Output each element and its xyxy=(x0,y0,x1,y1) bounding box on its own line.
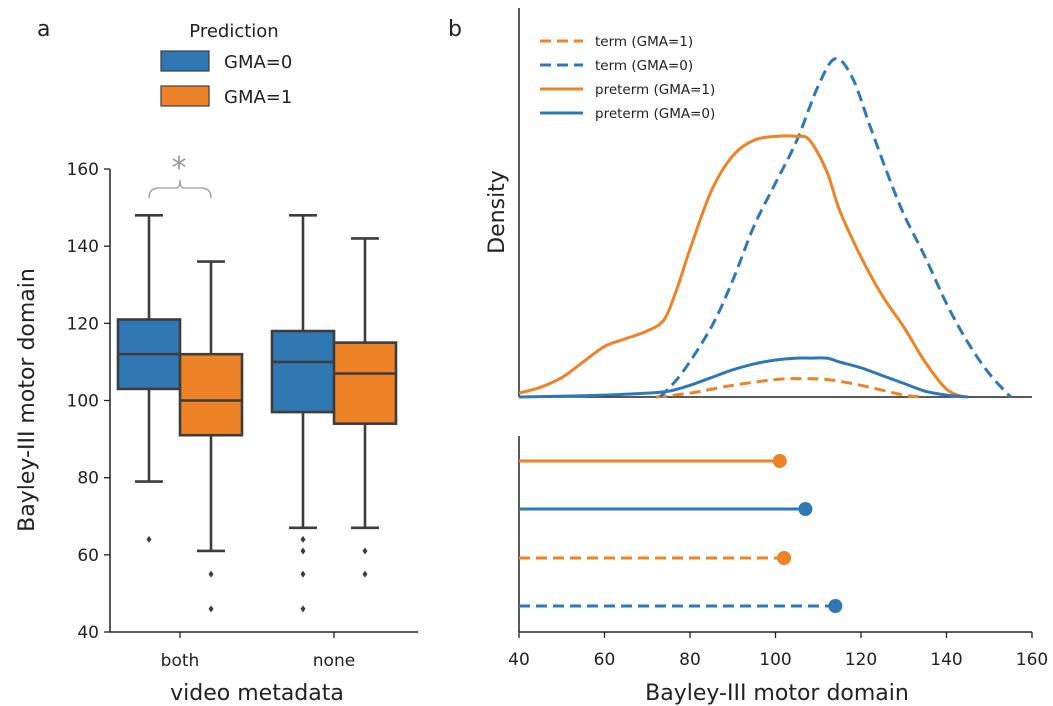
significance-bracket-line xyxy=(148,179,212,199)
y-tick-label-a: 60 xyxy=(77,546,99,566)
x-tick-label-a: both xyxy=(161,651,200,671)
legend-a-title: Prediction xyxy=(189,21,278,42)
box xyxy=(332,341,398,425)
density-curve xyxy=(658,57,1012,399)
outlier-point xyxy=(208,605,214,613)
outlier-point xyxy=(300,570,306,578)
lollipop-head xyxy=(777,551,792,565)
y-tick-label-a: 160 xyxy=(67,160,99,180)
panel-a-label: a xyxy=(37,17,50,42)
ylabel-a: Bayley-III motor domain xyxy=(15,268,40,532)
ylabel-b: Density xyxy=(485,170,510,254)
x-tick-label-b: 80 xyxy=(679,650,701,670)
density-curve xyxy=(518,356,969,399)
legend-b: term (GMA=1) term (GMA=0) preterm (GMA=1) p… xyxy=(540,34,715,122)
axes-b: 40 60 80 100 120 140 160 xyxy=(508,8,1048,670)
legend-a-label-gma1: GMA=1 xyxy=(224,87,292,108)
axes-a: 40 60 80 100 120 140 160 both none xyxy=(67,160,418,671)
outlier-point xyxy=(362,570,368,578)
xlabel-a: video metadata xyxy=(170,681,344,706)
legend-a-swatch-gma0 xyxy=(160,50,210,72)
y-tick-label-a: 140 xyxy=(67,237,99,257)
outlier-point xyxy=(208,570,214,578)
outlier-point xyxy=(362,547,368,555)
legend-b-label: term (GMA=0) xyxy=(595,58,693,74)
y-tick-label-a: 100 xyxy=(67,392,99,412)
density-curve xyxy=(655,377,926,399)
xlabel-b: Bayley-III motor domain xyxy=(645,681,909,706)
panel-b-label: b xyxy=(448,17,462,42)
y-tick-label-a: 120 xyxy=(67,314,99,334)
outlier-point xyxy=(300,535,306,543)
significance-star: * xyxy=(172,151,187,186)
outlier-point xyxy=(300,605,306,613)
x-tick-label-b: 60 xyxy=(594,650,616,670)
density-curves xyxy=(518,57,1012,399)
x-tick-label-b: 140 xyxy=(930,650,962,670)
legend-b-label: preterm (GMA=0) xyxy=(595,106,715,122)
boxes-a xyxy=(116,214,398,613)
box xyxy=(270,329,336,414)
x-tick-label-b: 100 xyxy=(759,650,791,670)
box xyxy=(178,352,244,437)
outlier-point xyxy=(146,535,152,543)
lollipop-head xyxy=(828,599,843,613)
x-tick-label-b: 120 xyxy=(845,650,877,670)
lollipop-head xyxy=(798,502,813,516)
significance-bracket: * xyxy=(148,151,212,199)
y-tick-label-a: 40 xyxy=(77,623,99,643)
outlier-point xyxy=(300,547,306,555)
lollipop-panel xyxy=(519,454,843,613)
y-tick-label-a: 80 xyxy=(77,469,99,489)
lollipop-head xyxy=(772,454,787,468)
legend-a-label-gma0: GMA=0 xyxy=(224,52,292,73)
legend-a-swatch-gma1 xyxy=(160,85,210,107)
legend-b-label: term (GMA=1) xyxy=(595,34,693,50)
x-tick-label-b: 40 xyxy=(508,650,530,670)
density-curve xyxy=(518,134,965,399)
x-tick-label-b: 160 xyxy=(1016,650,1048,670)
legend-b-label: preterm (GMA=1) xyxy=(595,82,715,98)
x-tick-label-a: none xyxy=(313,651,355,671)
legend-a: Prediction GMA=0 GMA=1 xyxy=(160,21,292,108)
